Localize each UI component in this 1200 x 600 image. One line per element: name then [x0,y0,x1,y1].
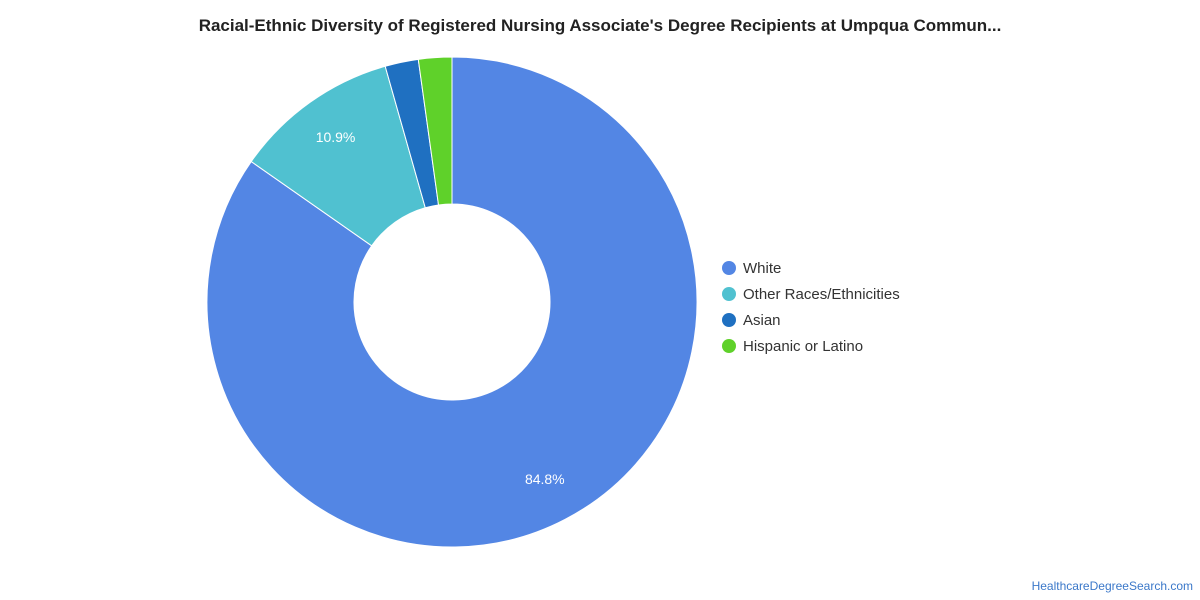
legend-swatch [722,287,736,301]
legend-item-other-races-ethnicities[interactable]: Other Races/Ethnicities [722,281,900,307]
slice-data-label: 10.9% [316,129,356,145]
chart-title: Racial-Ethnic Diversity of Registered Nu… [198,16,1002,35]
slice-data-label: 84.8% [525,471,565,487]
donut-slice-hispanic-or-latino[interactable] [417,56,453,206]
source-credit-link[interactable]: HealthcareDegreeSearch.com [1031,579,1193,593]
legend-swatch [722,313,736,327]
chart-legend: White Other Races/Ethnicities Asian Hispani… [722,255,900,359]
donut-slice-white[interactable] [206,56,698,548]
legend-label: White [743,259,782,277]
legend-item-hispanic-or-latino[interactable]: Hispanic or Latino [722,333,900,359]
legend-swatch [722,339,736,353]
legend-item-asian[interactable]: Asian [722,307,900,333]
legend-label: Other Races/Ethnicities [743,285,900,303]
legend-label: Hispanic or Latino [743,337,864,355]
legend-item-white[interactable]: White [722,255,900,281]
legend-label: Asian [743,311,781,329]
legend-swatch [722,261,736,275]
